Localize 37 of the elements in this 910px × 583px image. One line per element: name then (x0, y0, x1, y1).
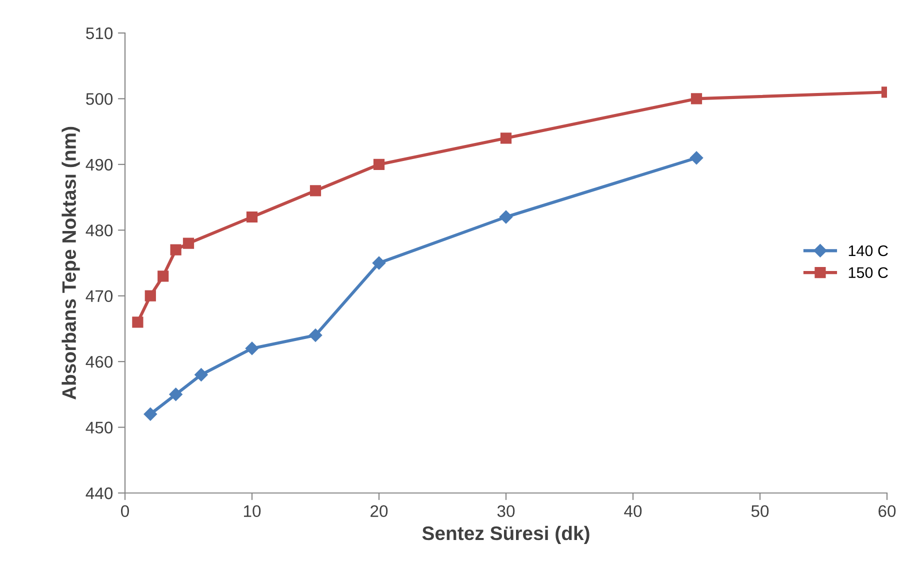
y-tick-label: 490 (86, 158, 113, 171)
x-tick-label: 10 (244, 505, 261, 518)
y-tick-label: 500 (86, 93, 113, 105)
y-tick-label: 440 (86, 487, 113, 500)
y-tick-label: 510 (86, 27, 113, 40)
x-tick-label: 50 (751, 505, 769, 518)
point (245, 342, 259, 356)
point (373, 158, 385, 170)
point (194, 368, 208, 382)
point (182, 238, 194, 249)
x-tick-label: 40 (624, 505, 642, 518)
point (158, 270, 169, 282)
x-tick-label: 30 (497, 505, 515, 518)
point (144, 290, 156, 302)
x-tick-label: 60 (878, 505, 896, 518)
x-axis-title: Sentez Süresi (dk) (422, 526, 590, 544)
y-tick-label: 480 (86, 224, 113, 236)
point (499, 210, 513, 224)
y-axis-title: Absorbans Tepe Noktası (nm) (62, 126, 80, 400)
point (372, 256, 386, 270)
point (690, 93, 702, 104)
point (169, 388, 182, 402)
legend-label: 150 C (848, 267, 888, 278)
y-tick-label: 450 (86, 422, 113, 434)
point (310, 185, 322, 196)
point (690, 151, 704, 164)
point (246, 211, 258, 223)
y-tick-label: 460 (86, 356, 113, 368)
x-tick-label: 0 (121, 505, 129, 518)
point (144, 408, 157, 421)
point (132, 316, 144, 328)
y-tick-label: 470 (86, 290, 113, 302)
point (500, 132, 512, 144)
point (308, 328, 322, 342)
x-tick-label: 20 (370, 505, 388, 518)
point (170, 244, 182, 256)
legend-label: 140 C (848, 245, 888, 256)
